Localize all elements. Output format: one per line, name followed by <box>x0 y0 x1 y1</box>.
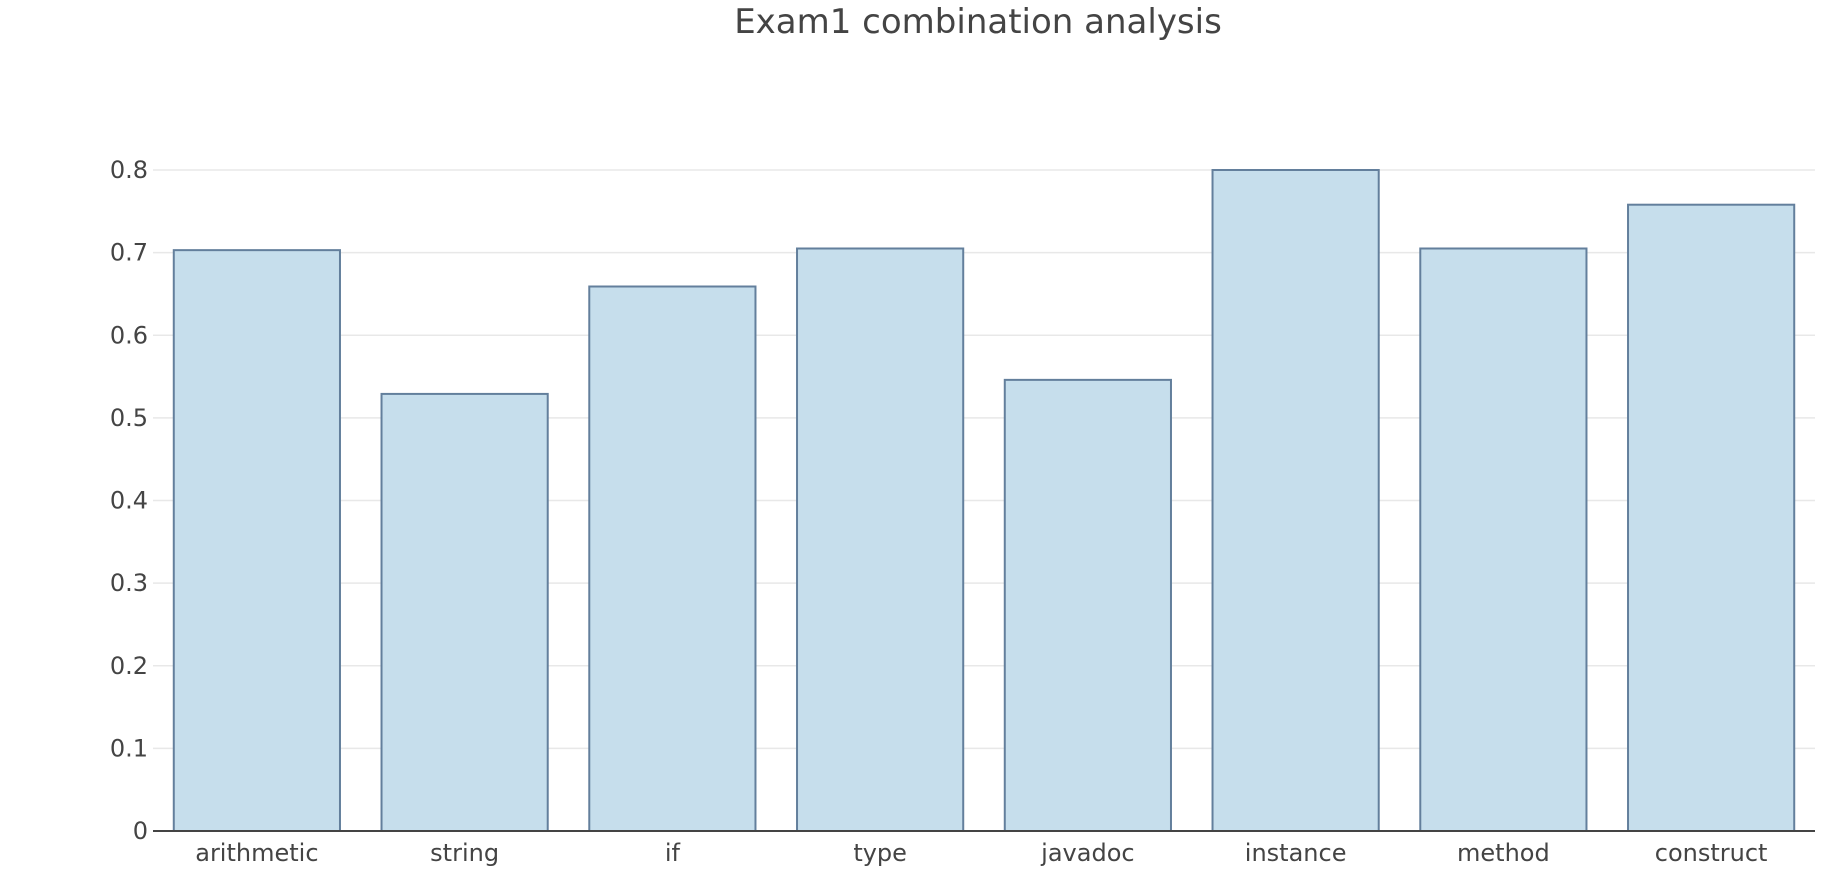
x-tick-label: arithmetic <box>195 839 318 867</box>
bars <box>172 169 1796 833</box>
bar-instance <box>1211 169 1380 832</box>
y-tick-label: 0 <box>133 817 148 845</box>
bar-method <box>1419 247 1588 832</box>
y-tick-label: 0.7 <box>110 239 148 267</box>
y-axis-ticks: 0 0.1 0.2 0.3 0.4 0.5 0.6 0.7 0.8 <box>110 156 148 845</box>
x-axis-ticks: arithmetic string if type javadoc instance met… <box>195 839 1767 867</box>
y-tick-label: 0.4 <box>110 487 148 515</box>
x-tick-label: string <box>430 839 499 867</box>
chart-title: Exam1 combination analysis <box>734 2 1222 42</box>
x-tick-label: method <box>1457 839 1550 867</box>
y-tick-label: 0.5 <box>110 404 148 432</box>
bar-arithmetic <box>172 249 341 833</box>
x-tick-label: construct <box>1655 839 1768 867</box>
bar-if <box>588 285 757 833</box>
x-tick-label: javadoc <box>1040 839 1134 867</box>
x-tick-label: instance <box>1245 839 1347 867</box>
bar-javadoc <box>1003 378 1172 832</box>
y-tick-label: 0.2 <box>110 652 148 680</box>
y-tick-label: 0.1 <box>110 734 148 762</box>
x-tick-label: if <box>665 839 681 867</box>
y-tick-label: 0.6 <box>110 321 148 349</box>
bar-type <box>796 247 965 832</box>
bar-construct <box>1627 203 1796 832</box>
bar-string <box>380 392 549 832</box>
x-tick-label: type <box>853 839 907 867</box>
y-tick-label: 0.3 <box>110 569 148 597</box>
y-tick-label: 0.8 <box>110 156 148 184</box>
